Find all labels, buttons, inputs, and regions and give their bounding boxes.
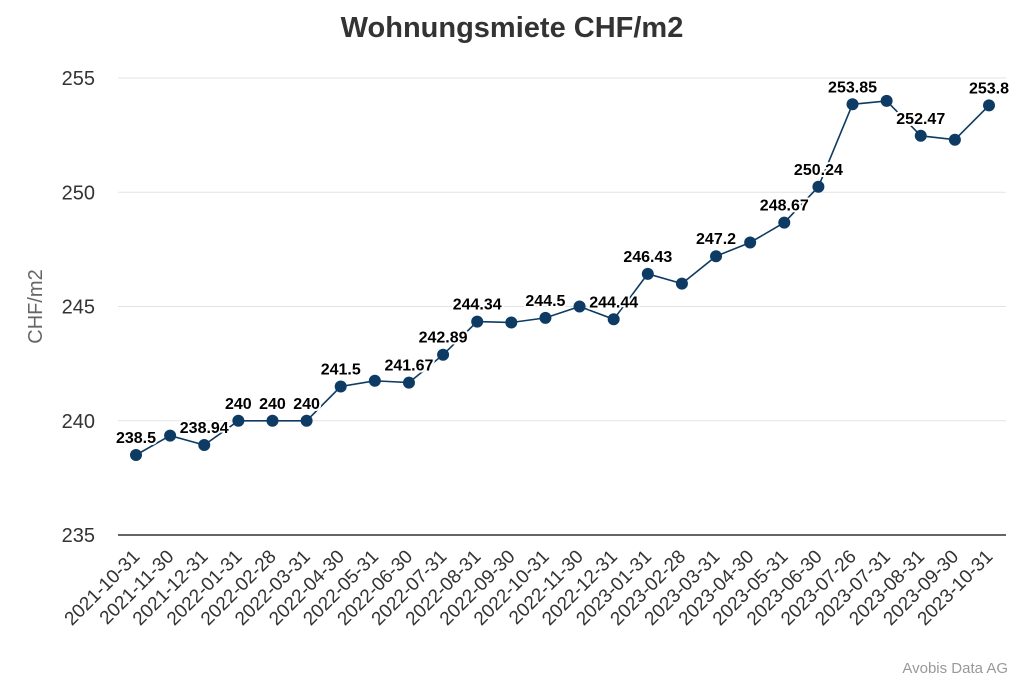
data-point [334, 380, 347, 393]
y-tick-label: 250 [62, 182, 95, 204]
data-point [505, 316, 518, 329]
data-label: 240 [293, 396, 320, 413]
data-label: 244.5 [525, 293, 565, 310]
data-label: 253.8 [969, 80, 1009, 97]
data-label: 246.43 [623, 249, 672, 266]
data-point [402, 376, 415, 389]
gridlines [118, 77, 1006, 422]
y-tick-label: 255 [62, 68, 95, 90]
data-point [573, 300, 586, 313]
axes: 2352402452502552021-10-312021-11-302021-… [61, 68, 1006, 630]
data-point [641, 267, 654, 280]
data-point [471, 315, 484, 328]
data-label: 241.5 [321, 361, 361, 378]
chart-title: Wohnungsmiete CHF/m2 [340, 12, 684, 44]
y-axis-label: CHF/m2 [25, 269, 47, 343]
data-label: 244.34 [453, 297, 502, 314]
data-point [744, 236, 757, 249]
data-point [539, 311, 552, 324]
data-label: 241.67 [384, 358, 433, 375]
data-point [812, 180, 825, 193]
data-point [130, 449, 142, 462]
data-point [710, 250, 723, 263]
data-labels: 238.5 238.94 240 240 240 241.5 241.67 242.89 244… [114, 77, 1011, 449]
data-point [368, 374, 381, 387]
data-point [675, 277, 688, 290]
data-label: 252.47 [896, 111, 945, 128]
data-point [607, 313, 620, 326]
data-label: 244.44 [589, 294, 638, 311]
data-label: 250.24 [794, 162, 843, 179]
data-point [266, 414, 279, 427]
data-point [880, 94, 893, 107]
data-label: 238.94 [180, 420, 229, 437]
data-point [948, 133, 961, 146]
data-label: 240 [225, 396, 252, 413]
data-label: 248.67 [760, 198, 809, 215]
data-point [914, 129, 927, 142]
y-tick-label: 235 [62, 525, 95, 547]
data-label: 253.85 [828, 79, 877, 96]
data-label: 247.2 [696, 231, 736, 248]
y-tick-label: 245 [62, 297, 95, 319]
data-point [846, 98, 859, 111]
data-point [164, 429, 177, 442]
data-point [437, 348, 450, 361]
y-tick-label: 240 [62, 411, 95, 433]
data-point [232, 414, 245, 427]
data-label: 242.89 [419, 330, 468, 347]
data-label: 240 [259, 396, 286, 413]
data-point [198, 438, 211, 451]
data-points [130, 94, 995, 462]
data-point [983, 99, 995, 112]
data-point [300, 414, 313, 427]
data-label: 238.5 [116, 430, 156, 447]
credit-text: Avobis Data AG [902, 660, 1008, 677]
data-point [778, 216, 791, 229]
